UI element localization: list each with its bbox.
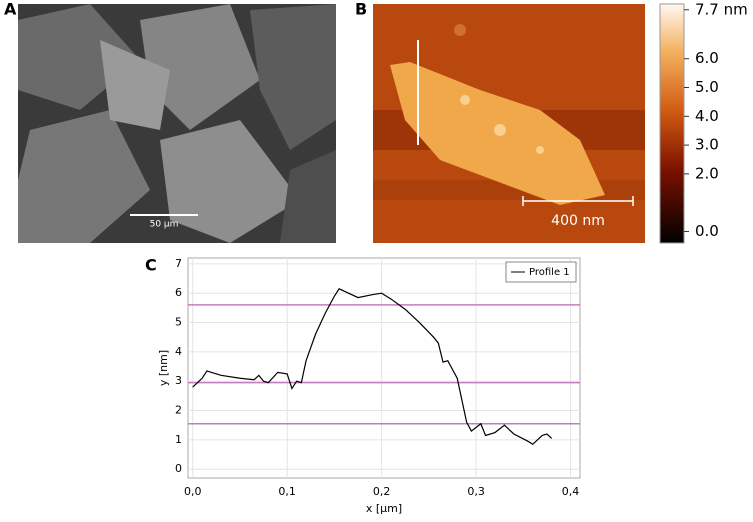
- x-tick-label: 0,1: [278, 485, 296, 498]
- y-tick-label: 6: [175, 286, 182, 299]
- colorbar-tick-label: 4.0: [695, 107, 719, 125]
- y-tick-label: 3: [175, 374, 182, 387]
- scale-bar-label: 50 µm: [150, 220, 179, 230]
- profile-line: [192, 288, 553, 446]
- x-tick-label: 0,0: [184, 485, 202, 498]
- x-tick-label: 0,3: [467, 485, 485, 498]
- y-tick-label: 2: [175, 404, 182, 417]
- legend-label: Profile 1: [529, 267, 570, 278]
- panel-label: C: [145, 256, 157, 275]
- colorbar: [659, 3, 685, 244]
- colorbar-tick-label: 5.0: [695, 78, 719, 96]
- y-tick-label: 5: [175, 316, 182, 329]
- panel-label: A: [4, 0, 17, 19]
- afm-image: [373, 4, 645, 243]
- y-tick-label: 1: [175, 433, 182, 446]
- x-axis-label: x [µm]: [366, 502, 402, 515]
- scale-bar-label: 400 nm: [551, 213, 605, 229]
- plot-area: [187, 257, 581, 479]
- y-tick-label: 7: [175, 257, 182, 270]
- y-tick-label: 0: [175, 462, 182, 475]
- y-axis-label: y [nm]: [157, 350, 170, 386]
- colorbar-tick-label: 6.0: [695, 49, 719, 67]
- x-tick-label: 0,2: [373, 485, 391, 498]
- colorbar-tick-label: 3.0: [695, 136, 719, 154]
- legend: [505, 261, 577, 283]
- panel-label: B: [355, 0, 367, 19]
- sem-image: [18, 4, 336, 243]
- colorbar-tick-label: 0.0: [695, 222, 719, 240]
- x-tick-label: 0,4: [562, 485, 580, 498]
- y-tick-label: 4: [175, 345, 182, 358]
- colorbar-tick-label: 7.7 nm: [695, 0, 748, 18]
- colorbar-tick-label: 2.0: [695, 164, 719, 182]
